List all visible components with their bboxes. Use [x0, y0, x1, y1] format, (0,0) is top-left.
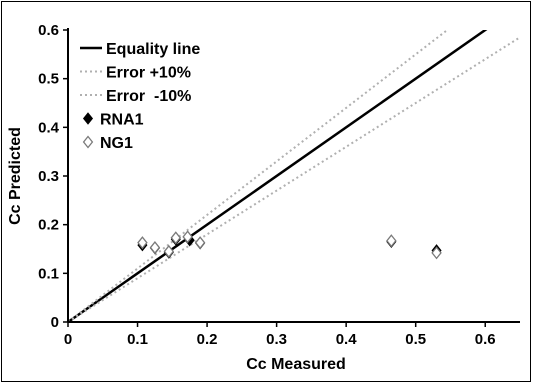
point-ng1-1	[149, 240, 161, 255]
legend-label-ng1: NG1	[100, 135, 133, 152]
x-tick-label-2: 0.2	[197, 331, 218, 348]
x-axis-title: Cc Measured	[246, 356, 346, 373]
legend-label-rna1: RNA1	[100, 112, 144, 129]
point-ng1-0	[137, 236, 148, 250]
legend-label-equality-line: Equality line	[106, 41, 200, 58]
point-ng1-4	[182, 230, 193, 244]
legend: Equality line Error +10% Error -10% RNA1 NG1	[80, 41, 200, 152]
y-axis-title: Cc Predicted	[7, 127, 24, 225]
point-ng1-6	[386, 234, 397, 248]
legend-label-error-10-: Error -10%	[106, 88, 191, 105]
reference-line-2	[68, 36, 520, 322]
x-tick-label-6: 0.6	[475, 331, 496, 348]
point-ng1-3	[170, 231, 182, 245]
y-tick-label-6: 0.6	[38, 22, 59, 39]
reference-lines	[68, 30, 520, 322]
point-ng1-7	[431, 246, 442, 260]
legend-label-error-10-: Error +10%	[106, 65, 191, 82]
y-tick-label-2: 0.2	[38, 217, 59, 234]
point-ng1-5	[194, 236, 206, 250]
tick-labels: 0 0.1 0.2 0.3 0.4 0.5 0.6 0 0.1 0.2 0.3 0.4 0.5 0.6	[38, 22, 496, 348]
y-tick-label-0: 0	[51, 314, 59, 331]
y-tick-label-5: 0.5	[38, 71, 59, 88]
x-tick-label-4: 0.4	[336, 331, 358, 348]
y-tick-label-3: 0.3	[38, 168, 59, 185]
reference-line-0	[68, 30, 488, 322]
x-tick-label-1: 0.1	[127, 331, 148, 348]
x-tick-label-0: 0	[64, 331, 72, 348]
legend-swatch-ng1	[82, 135, 94, 149]
data-points	[137, 230, 442, 260]
y-tick-label-1: 0.1	[38, 265, 59, 282]
y-tick-label-4: 0.4	[38, 119, 60, 136]
reference-line-1	[68, 30, 449, 322]
legend-swatch-rna1	[82, 112, 94, 125]
point-ng1-2	[163, 244, 175, 258]
x-tick-label-5: 0.5	[405, 331, 426, 348]
x-tick-label-3: 0.3	[266, 331, 287, 348]
